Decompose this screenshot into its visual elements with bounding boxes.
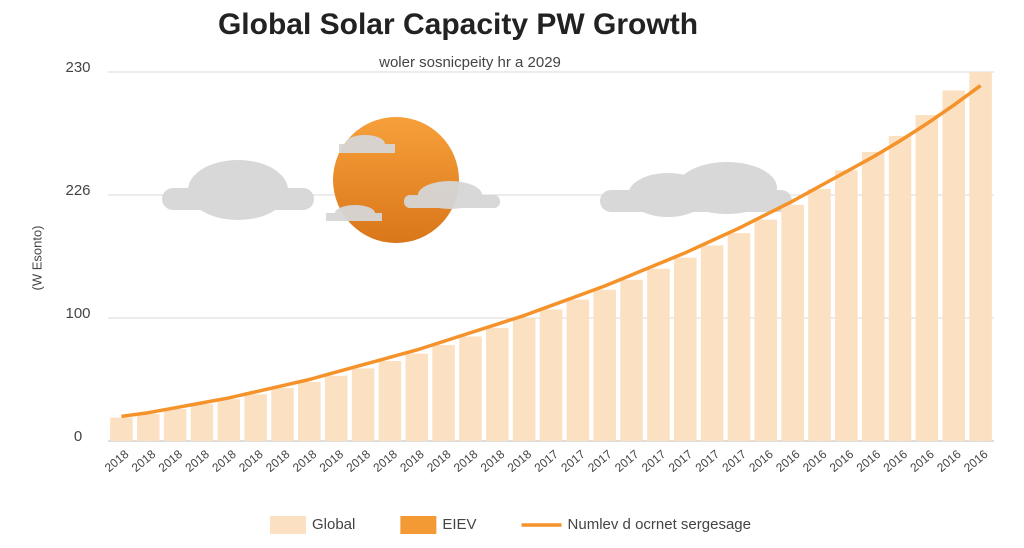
x-tick-label: 2018	[209, 447, 239, 475]
y-axis-label: (W Esonto)	[29, 225, 44, 290]
line	[121, 84, 982, 419]
bar	[271, 388, 294, 441]
y-tick-label: 100	[65, 305, 90, 322]
x-tick-label: 2018	[424, 447, 454, 475]
x-tick-label: 2018	[156, 447, 186, 475]
bar	[781, 204, 804, 441]
x-tick-label: 2018	[263, 447, 293, 475]
y-tick-label: 230	[65, 59, 90, 76]
bar	[754, 219, 778, 441]
x-tick-label: 2016	[881, 447, 911, 475]
x-tick-label: 2018	[102, 447, 132, 475]
bar	[136, 413, 160, 441]
x-tick-label: 2016	[773, 447, 803, 475]
x-tick-label: 2018	[370, 447, 400, 475]
bar	[888, 135, 912, 441]
x-tick-label: 2017	[612, 447, 642, 475]
x-tick-label: 2017	[532, 447, 562, 475]
x-tick-label: 2018	[182, 447, 212, 475]
chart-title: Global Solar Capacity PW Growth	[218, 8, 698, 41]
x-tick-label: 2018	[290, 447, 320, 475]
x-tick-label: 2016	[961, 447, 991, 475]
legend-label: Numlev d ocrnet sergesage	[568, 516, 751, 533]
bar	[324, 375, 348, 441]
x-tick-label: 2018	[317, 447, 347, 475]
plot-area	[108, 72, 994, 442]
bar	[620, 279, 643, 441]
bar	[700, 245, 724, 441]
legend-label: EIEV	[442, 516, 476, 533]
legend-swatch	[270, 516, 306, 534]
x-tick-label: 2018	[478, 447, 508, 475]
bar	[861, 151, 885, 441]
x-tick-label: 2017	[719, 447, 749, 475]
y-tick-label: 0	[74, 428, 82, 445]
bar	[217, 399, 241, 441]
bar	[673, 257, 697, 441]
legend: Global EIEV Numlev d ocrnet sergesage	[270, 516, 751, 534]
bar	[835, 170, 858, 441]
bar	[942, 90, 966, 441]
bar	[808, 188, 831, 441]
x-tick-label: 2016	[907, 447, 937, 475]
bar	[405, 353, 429, 441]
bar	[647, 268, 670, 441]
bar	[459, 336, 482, 441]
x-tick-label: 2016	[800, 447, 830, 475]
bar	[486, 327, 509, 441]
x-tick-label: 2018	[505, 447, 535, 475]
bar	[378, 361, 402, 441]
y-tick-label: 226	[65, 182, 90, 199]
bar	[539, 309, 563, 441]
x-tick-label: 2016	[854, 447, 884, 475]
x-tick-label: 2018	[344, 447, 374, 475]
bar	[915, 115, 939, 442]
x-tick-label: 2017	[585, 447, 615, 475]
x-tick-label: 2017	[693, 447, 723, 475]
legend-swatch	[400, 516, 437, 534]
x-tick-label: 2017	[666, 447, 696, 475]
bar	[566, 299, 590, 441]
bar	[432, 345, 455, 441]
bar	[512, 318, 536, 441]
bar	[163, 409, 187, 441]
decoration	[162, 117, 792, 243]
x-tick-label: 2016	[827, 447, 857, 475]
x-tick-label: 2018	[129, 447, 159, 475]
x-tick-label: 2018	[451, 447, 481, 475]
bar	[244, 394, 267, 441]
bar	[969, 72, 992, 441]
x-tick-label: 2018	[397, 447, 427, 475]
bar	[190, 404, 214, 441]
bar	[110, 417, 133, 441]
legend-label: Global	[312, 516, 355, 533]
chart-subtitle: woler sosnicpeity hr a 2029	[378, 54, 561, 71]
x-tick-label: 2017	[558, 447, 588, 475]
x-tick-label: 2016	[746, 447, 776, 475]
bar	[298, 381, 321, 441]
bar	[727, 233, 751, 441]
bar	[351, 368, 375, 441]
x-tick-label: 2016	[934, 447, 964, 475]
x-tick-label: 2017	[639, 447, 669, 475]
x-tick-label: 2018	[236, 447, 266, 475]
bar	[593, 289, 616, 441]
